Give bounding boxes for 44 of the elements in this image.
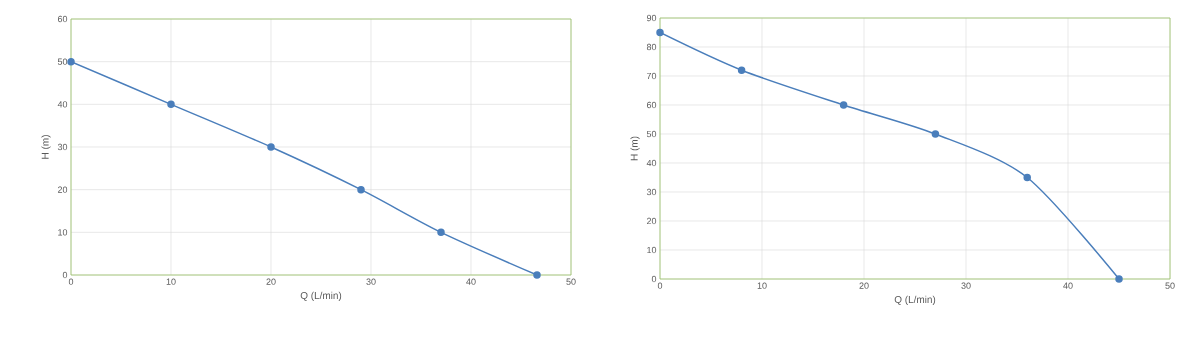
- y-tick-label: 0: [62, 271, 68, 279]
- x-tick-label: 30: [366, 278, 376, 285]
- y-tick-label: 50: [57, 58, 68, 65]
- point: [67, 57, 75, 66]
- point: [839, 101, 848, 109]
- x-tick-label: 50: [566, 278, 576, 285]
- x-tick-label: 20: [266, 278, 276, 285]
- x-tick-label: 40: [466, 278, 476, 285]
- y-tick-label: 90: [646, 14, 657, 22]
- x-tick-label: 40: [1063, 282, 1073, 289]
- x-axis-title: Q (L/min): [300, 291, 342, 301]
- y-tick-label: 70: [646, 72, 657, 80]
- y-axis-title: H (m): [630, 136, 640, 161]
- point: [167, 100, 175, 109]
- point: [1115, 275, 1123, 283]
- y-tick-label: 30: [57, 143, 68, 151]
- point: [1023, 173, 1031, 182]
- point: [533, 271, 541, 279]
- y-tick-label: 40: [646, 159, 657, 167]
- x-tick-label: 10: [757, 282, 767, 289]
- y-tick-label: 20: [646, 217, 657, 225]
- point: [656, 28, 664, 37]
- x-tick-label: 10: [166, 278, 176, 285]
- y-tick-label: 60: [57, 15, 68, 23]
- y-tick-label: 30: [646, 188, 657, 196]
- x-tick-label: 20: [859, 282, 869, 289]
- y-tick-label: 80: [646, 43, 657, 51]
- x-tick-label: 30: [961, 282, 971, 289]
- point: [437, 228, 445, 237]
- y-tick-label: 20: [57, 186, 68, 193]
- y-tick-label: 50: [646, 130, 657, 138]
- y-tick-label: 40: [57, 101, 68, 108]
- x-tick-label: 0: [68, 278, 74, 285]
- y-axis-title: H (m): [41, 135, 51, 159]
- x-axis-title: Q (L/min): [894, 295, 936, 305]
- y-tick-label: 60: [646, 101, 657, 109]
- x-tick-label: 0: [657, 282, 663, 289]
- point: [931, 130, 940, 138]
- x-tick-label: 50: [1165, 282, 1175, 289]
- point: [357, 185, 365, 194]
- y-tick-label: 10: [647, 246, 657, 254]
- point: [737, 66, 746, 74]
- point: [267, 143, 275, 151]
- y-tick-label: 10: [58, 229, 68, 236]
